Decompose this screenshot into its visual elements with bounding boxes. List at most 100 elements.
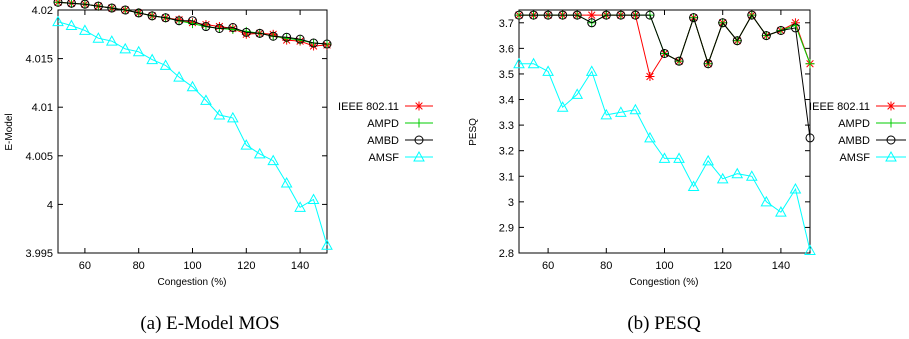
emodel-data-point-amsf [227,111,239,123]
emodel-y-tick-label: 4.02 [32,5,53,17]
pesq-data-point-ambd [761,31,771,41]
pesq-data-point-amsf [745,170,758,181]
pesq-x-tick-label: 100 [655,260,673,272]
emodel-data-point-ambd [80,0,90,9]
emodel-data-point-ambd [161,13,171,23]
emodel-data-point-amsf [213,108,226,120]
emodel-legend-marker [413,150,425,162]
pesq-data-point-ambd [645,10,655,20]
emodel-data-point-amsf [280,176,293,188]
pesq-data-point-amsf [542,65,554,76]
pesq-y-tick-label: 3.3 [499,120,514,132]
pesq-y-tick-label: 2.8 [499,248,514,260]
pesq-data-point-amsf [600,108,613,120]
pesq-data-point-ambd [514,10,524,20]
emodel-data-point-ambd [309,38,319,48]
emodel-y-tick-label: 4.005 [25,151,53,163]
pesq-chart-panel: 2.8 2.9 3 3.1 3.2 3.3 3.4 3.5 3.6 3.7 60 80 100 120 1… [468,9,906,334]
pesq-y-axis-label: PESQ [468,118,479,146]
pesq-x-tick-label: 120 [714,260,732,272]
pesq-data-point-ambd [529,10,539,20]
emodel-x-tick-label: 100 [183,260,201,272]
pesq-data-point-ambd [674,56,684,66]
pesq-data-point-ambd [747,10,757,20]
pesq-y-tick-label: 3.2 [499,146,514,158]
pesq-data-point-amsf [673,152,685,163]
pesq-data-point-ambd [630,10,640,20]
pesq-series-line-amsf [519,63,811,251]
pesq-data-point-amsf [789,183,802,194]
emodel-data-point-amsf [159,59,172,70]
pesq-data-point-ambd [660,48,669,58]
pesq-data-point-ambd [587,18,597,28]
emodel-data-point-ambd [174,16,184,26]
pesq-data-point-amsf [644,131,656,143]
emodel-data-point-ambd [53,0,63,7]
pesq-data-point-amsf [716,172,729,184]
pesq-plot-frame [518,9,811,254]
pesq-y-tick-label: 3.4 [499,95,514,107]
emodel-data-point-ambd [268,31,278,41]
pesq-data-point-amsf [702,154,714,166]
emodel-data-point-amsf [52,15,64,27]
pesq-data-point-ambd [558,10,568,20]
emodel-data-point-amsf [79,24,91,35]
pesq-data-point-ambd [790,23,800,33]
pesq-data-point-amsf [687,180,700,191]
pesq-legend-item-ieee-802-11: IEEE 802.11 [809,101,906,113]
emodel-legend-label: IEEE 802.11 [338,101,399,113]
emodel-data-point-ambd [322,39,332,49]
emodel-legend-marker [414,135,424,145]
pesq-data-point-ambd [805,133,815,143]
pesq-legend-item-ampd: AMPD [838,118,906,130]
pesq-legend-label: IEEE 802.11 [809,101,870,113]
emodel-data-point-ambd [214,23,224,33]
emodel-data-point-amsf [294,201,306,212]
pesq-data-point-amsf [615,106,627,117]
pesq-data-point-amsf [527,57,540,69]
emodel-data-point-ambd [66,0,76,8]
emodel-data-point-ambd [255,28,265,38]
emodel-y-axis-label: E-Model [4,113,15,150]
emodel-legend-item-ampd: AMPD [367,118,433,130]
pesq-legend-marker [886,101,896,111]
emodel-legend-item-ieee-802-11: IEEE 802.11 [338,101,433,113]
emodel-data-point-ambd [241,27,251,37]
pesq-y-tick-label: 3.1 [499,171,514,183]
pesq-series-ambd [514,10,815,143]
pesq-data-point-ambd [616,10,626,20]
emodel-data-point-ambd [228,22,238,32]
pesq-legend-label: AMSF [839,152,870,164]
pesq-x-tick-label: 140 [772,260,790,272]
pesq-x-tick-label: 60 [542,260,554,272]
emodel-data-point-ambd [295,34,305,44]
pesq-legend: IEEE 802.11 AMPD AMBD AMSF [809,101,906,164]
emodel-data-point-ambd [120,5,130,15]
pesq-caption: (b) PESQ [627,313,701,334]
pesq-y-tick-label: 2.9 [499,222,514,234]
emodel-data-point-ambd [201,22,211,32]
pesq-data-point-ambd [732,36,742,46]
emodel-legend-marker [414,101,424,111]
emodel-legend-label: AMPD [367,118,399,130]
pesq-data-point-amsf [629,103,642,115]
pesq-x-axis-label: Congestion (%) [630,277,699,288]
emodel-chart-panel: 3.995 4 4.005 4.01 4.015 4.02 60 80 100 120 140 C… [4,0,433,334]
pesq-legend-marker [886,135,896,145]
pesq-data-point-amsf [585,65,598,76]
emodel-data-point-amsf [173,71,185,82]
pesq-data-point-amsf [804,244,816,255]
pesq-data-point-ambd [703,59,713,69]
emodel-plot-frame [57,9,328,254]
pesq-legend-marker [886,118,896,128]
pesq-data-point-amsf [760,195,773,207]
emodel-x-axis-label: Congestion (%) [158,277,227,288]
emodel-caption: (a) E-Model MOS [140,313,279,334]
pesq-series-amsf [513,57,816,255]
emodel-data-point-amsf [105,35,118,46]
pesq-legend-marker [885,150,897,162]
pesq-data-point-ambd [572,10,582,20]
emodel-legend: IEEE 802.11 AMPD AMBD AMSF [338,101,433,164]
emodel-legend-item-amsf: AMSF [368,150,433,164]
